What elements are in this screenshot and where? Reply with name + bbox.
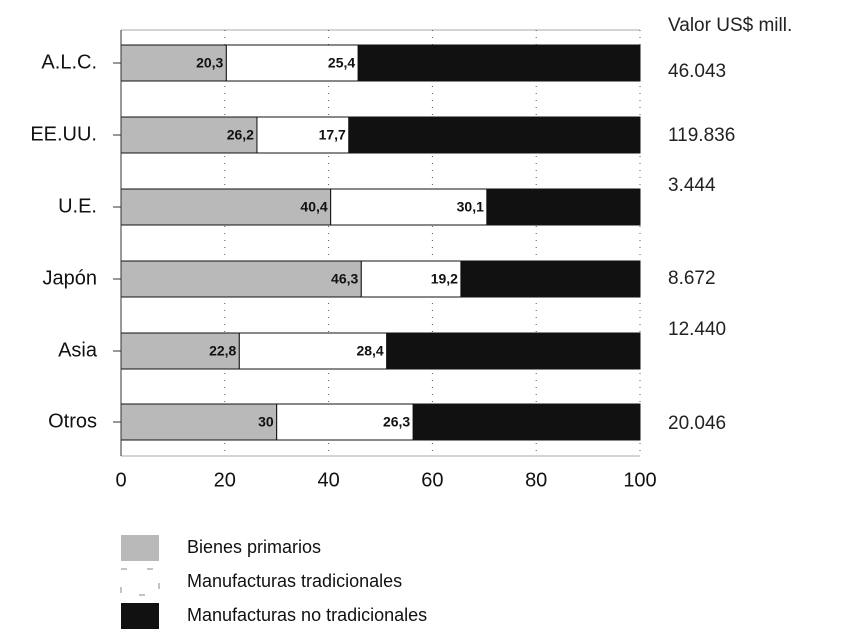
bar-segment (386, 332, 641, 370)
value-label: 20,3 (196, 55, 223, 71)
bar-segment (360, 260, 462, 298)
bar-segment (120, 44, 227, 82)
category-label: U.E. (58, 195, 97, 217)
bar-segment (330, 188, 488, 226)
bar-segment (120, 260, 362, 298)
x-tick-label: 80 (525, 469, 547, 491)
legend-label: Manufacturas tradicionales (187, 571, 402, 591)
category-label: Japón (43, 267, 98, 289)
total-label: 12.440 (668, 319, 726, 340)
bar-segment (348, 116, 641, 154)
x-tick-label: 20 (214, 469, 236, 491)
value-label: 46,3 (331, 271, 358, 287)
value-label: 30 (258, 414, 274, 430)
bar-segment (238, 332, 388, 370)
total-label: 8.672 (668, 268, 716, 289)
bar-segment (256, 116, 350, 154)
value-label: 19,2 (431, 271, 458, 287)
value-label: 26,3 (383, 414, 410, 430)
bar-segment (120, 332, 240, 370)
value-label: 26,2 (227, 127, 254, 143)
value-label: 17,7 (319, 127, 346, 143)
bar-segment (460, 260, 641, 298)
bar-segment (276, 403, 414, 441)
x-tick-label: 100 (623, 469, 656, 491)
legend-swatch (121, 535, 159, 561)
total-label: 119.836 (668, 125, 735, 146)
bar-segment (357, 44, 641, 82)
x-tick-label: 0 (115, 469, 126, 491)
total-label: 3.444 (668, 175, 716, 196)
value-label: 25,4 (328, 55, 355, 71)
bar-segment (486, 188, 641, 226)
value-label: 28,4 (356, 343, 383, 359)
x-tick-label: 60 (421, 469, 443, 491)
legend-label: Manufacturas no tradicionales (187, 605, 427, 625)
total-label: 20.046 (668, 413, 726, 434)
category-label: Asia (58, 339, 98, 361)
total-label: 46.043 (668, 61, 726, 82)
legend-swatch (120, 568, 160, 596)
value-label: 30,1 (457, 199, 484, 215)
legend-label: Bienes primarios (187, 537, 321, 557)
category-label: Otros (48, 410, 97, 432)
totals-title: Valor US$ mill. (668, 15, 792, 36)
x-tick-label: 40 (317, 469, 339, 491)
bar-segment (225, 44, 359, 82)
value-label: 22,8 (209, 343, 236, 359)
legend-swatch (121, 603, 159, 629)
bar-segment (120, 403, 278, 441)
bar-segment (120, 188, 332, 226)
category-label: A.L.C. (41, 51, 97, 73)
category-label: EE.UU. (30, 123, 97, 145)
value-label: 40,4 (300, 199, 327, 215)
bar-segment (412, 403, 641, 441)
